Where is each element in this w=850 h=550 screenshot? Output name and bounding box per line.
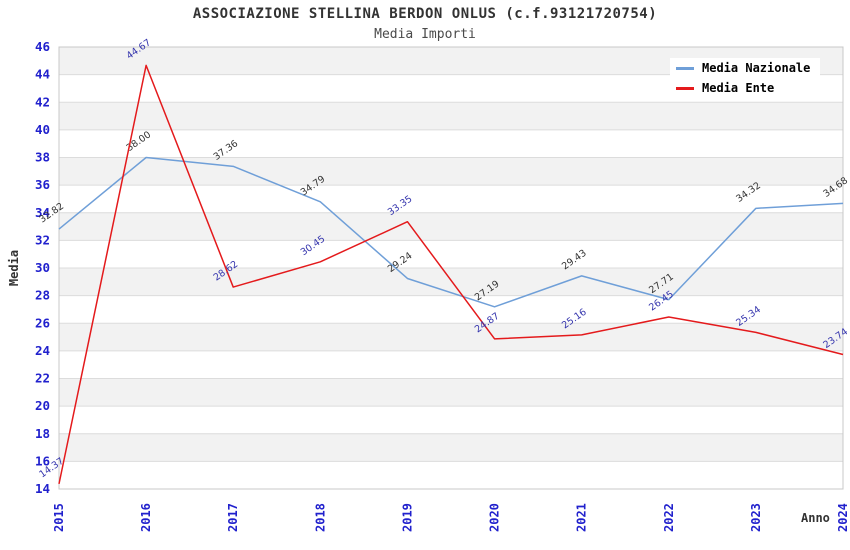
y-tick-label: 36 bbox=[35, 177, 50, 192]
y-tick-label: 40 bbox=[35, 122, 50, 137]
legend-entry-media-ente: Media Ente bbox=[670, 78, 785, 98]
x-tick-label: 2018 bbox=[313, 503, 327, 532]
x-tick-label: 2021 bbox=[575, 503, 589, 532]
chart-subtitle: Media Importi bbox=[374, 27, 476, 42]
y-tick-label: 18 bbox=[35, 426, 50, 441]
x-tick-label: 2020 bbox=[488, 503, 502, 532]
legend-label-media-ente: Media Ente bbox=[702, 81, 775, 95]
plot-band bbox=[59, 102, 843, 130]
legend-entry-media-nazionale: Media Nazionale bbox=[670, 58, 821, 78]
series-line-media-ente bbox=[58, 64, 844, 485]
plot-band bbox=[59, 378, 843, 407]
y-tick-label: 46 bbox=[35, 39, 50, 54]
y-tick-label: 32 bbox=[35, 232, 50, 247]
y-tick-label: 44 bbox=[35, 67, 50, 82]
x-tick-label: 2023 bbox=[749, 503, 763, 532]
plot-band bbox=[59, 323, 843, 351]
plot-border bbox=[58, 46, 844, 490]
x-axis-title: Anno bbox=[801, 511, 830, 525]
y-tick-label: 14 bbox=[35, 481, 50, 496]
y-tick-label: 34 bbox=[35, 205, 50, 220]
x-tick-label: 2022 bbox=[662, 503, 676, 532]
y-tick-label: 16 bbox=[35, 453, 50, 468]
y-tick-label: 38 bbox=[35, 150, 50, 165]
x-tick-label: 2015 bbox=[52, 503, 66, 532]
line-swatch-media-ente bbox=[676, 86, 694, 90]
plot-band bbox=[59, 157, 843, 186]
y-tick-label: 28 bbox=[35, 288, 50, 303]
y-tick-label: 26 bbox=[35, 315, 50, 330]
line-swatch-media-nazionale bbox=[676, 66, 694, 70]
chart-title: ASSOCIAZIONE STELLINA BERDON ONLUS (c.f.… bbox=[192, 6, 658, 22]
y-axis-title: Media bbox=[7, 249, 21, 287]
y-tick-label: 42 bbox=[35, 94, 50, 109]
y-tick-label: 30 bbox=[35, 260, 50, 275]
legend: Media Nazionale Media Ente bbox=[670, 58, 821, 98]
x-tick-label: 2017 bbox=[226, 503, 240, 532]
legend-label-media-nazionale: Media Nazionale bbox=[702, 61, 811, 75]
y-tick-label: 24 bbox=[35, 343, 50, 358]
x-tick-label: 2016 bbox=[139, 503, 153, 532]
y-tick-label: 22 bbox=[35, 371, 50, 386]
plot-band bbox=[59, 212, 843, 241]
plot-band bbox=[59, 268, 843, 296]
series-line-media-nazionale bbox=[58, 156, 844, 308]
plot-band bbox=[59, 433, 843, 462]
x-tick-label: 2019 bbox=[400, 503, 414, 532]
y-tick-label: 20 bbox=[35, 398, 50, 413]
x-tick-label: 2024 bbox=[836, 503, 850, 532]
